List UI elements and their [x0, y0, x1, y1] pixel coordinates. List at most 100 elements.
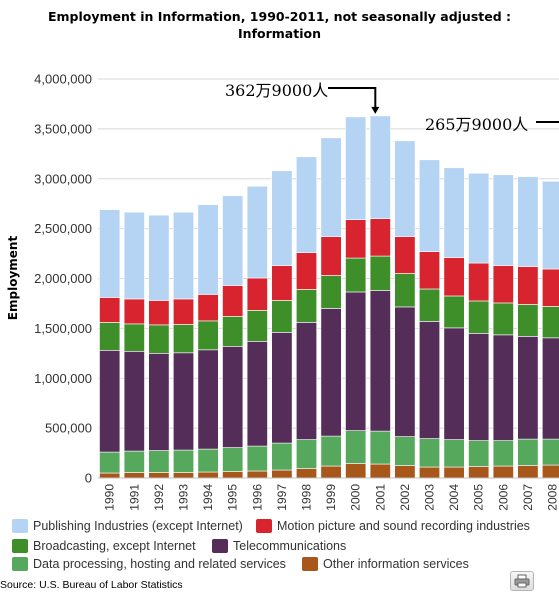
bar-segment[interactable]: [123, 351, 145, 452]
bar-segment[interactable]: [492, 440, 514, 467]
bar-segment[interactable]: [345, 463, 367, 479]
bar-segment[interactable]: [222, 195, 244, 286]
bar-segment[interactable]: [345, 116, 367, 220]
bar-segment[interactable]: [517, 304, 539, 337]
bar-segment[interactable]: [443, 167, 465, 258]
bar-segment[interactable]: [173, 472, 195, 479]
bar-segment[interactable]: [295, 289, 317, 323]
bar-segment[interactable]: [394, 306, 416, 437]
bar-segment[interactable]: [468, 440, 490, 467]
bar-segment[interactable]: [369, 463, 391, 479]
bar-segment[interactable]: [173, 352, 195, 451]
bar-segment[interactable]: [541, 464, 559, 479]
bar-segment[interactable]: [418, 321, 440, 439]
legend-item[interactable]: Publishing Industries (except Internet): [12, 518, 243, 534]
bar-segment[interactable]: [173, 449, 195, 473]
bar-segment[interactable]: [468, 333, 490, 441]
bar-segment[interactable]: [418, 438, 440, 468]
bar-segment[interactable]: [345, 291, 367, 431]
bar-segment[interactable]: [222, 447, 244, 472]
bar-segment[interactable]: [123, 323, 145, 352]
bar-segment[interactable]: [468, 466, 490, 479]
bar-segment[interactable]: [246, 445, 268, 472]
bar-segment[interactable]: [394, 436, 416, 466]
legend-item[interactable]: Telecommunications: [212, 538, 346, 554]
bar-segment[interactable]: [369, 430, 391, 465]
bar-segment[interactable]: [394, 236, 416, 274]
bar-segment[interactable]: [197, 448, 219, 473]
bar-segment[interactable]: [173, 211, 195, 300]
bar-segment[interactable]: [99, 322, 121, 351]
bar-segment[interactable]: [222, 346, 244, 448]
bar-segment[interactable]: [222, 471, 244, 479]
bar-segment[interactable]: [295, 322, 317, 440]
bar-segment[interactable]: [148, 472, 170, 479]
bar-segment[interactable]: [320, 465, 342, 479]
bar-segment[interactable]: [173, 298, 195, 325]
bar-segment[interactable]: [517, 176, 539, 267]
bar-segment[interactable]: [148, 450, 170, 473]
bar-segment[interactable]: [468, 300, 490, 334]
bar-segment[interactable]: [418, 288, 440, 322]
bar-segment[interactable]: [123, 298, 145, 325]
bar-segment[interactable]: [271, 170, 293, 266]
bar-segment[interactable]: [148, 324, 170, 354]
bar-segment[interactable]: [345, 430, 367, 464]
bar-segment[interactable]: [492, 302, 514, 336]
bar-segment[interactable]: [123, 211, 145, 300]
bar-segment[interactable]: [541, 438, 559, 466]
bar-segment[interactable]: [345, 219, 367, 259]
bar-segment[interactable]: [517, 465, 539, 479]
bar-segment[interactable]: [197, 294, 219, 322]
bar-segment[interactable]: [148, 300, 170, 326]
bar-segment[interactable]: [468, 172, 490, 264]
bar-segment[interactable]: [443, 466, 465, 479]
bar-segment[interactable]: [517, 438, 539, 466]
bar-segment[interactable]: [345, 257, 367, 293]
bar-segment[interactable]: [271, 300, 293, 333]
bar-segment[interactable]: [468, 262, 490, 302]
print-button[interactable]: [510, 571, 534, 591]
bar-segment[interactable]: [394, 273, 416, 308]
bar-segment[interactable]: [246, 185, 268, 279]
bar-segment[interactable]: [320, 137, 342, 237]
bar-segment[interactable]: [492, 334, 514, 441]
bar-segment[interactable]: [320, 308, 342, 437]
bar-segment[interactable]: [320, 275, 342, 309]
bar-segment[interactable]: [369, 290, 391, 432]
bar-segment[interactable]: [517, 336, 539, 440]
bar-segment[interactable]: [443, 327, 465, 440]
bar-segment[interactable]: [492, 174, 514, 266]
bar-segment[interactable]: [541, 268, 559, 307]
bar-segment[interactable]: [246, 310, 268, 342]
bar-segment[interactable]: [492, 265, 514, 304]
bar-segment[interactable]: [517, 266, 539, 305]
bar-segment[interactable]: [295, 252, 317, 290]
bar-segment[interactable]: [99, 209, 121, 298]
bar-segment[interactable]: [369, 218, 391, 257]
bar-segment[interactable]: [123, 450, 145, 473]
legend-item[interactable]: Other information services: [302, 556, 469, 572]
bar-segment[interactable]: [123, 472, 145, 479]
bar-segment[interactable]: [99, 451, 121, 474]
legend-item[interactable]: Motion picture and sound recording indus…: [256, 518, 530, 534]
bar-segment[interactable]: [369, 255, 391, 291]
bar-segment[interactable]: [197, 204, 219, 295]
bar-segment[interactable]: [246, 277, 268, 311]
bar-segment[interactable]: [418, 251, 440, 290]
bar-segment[interactable]: [492, 465, 514, 479]
bar-segment[interactable]: [418, 159, 440, 252]
bar-segment[interactable]: [222, 316, 244, 347]
legend-item[interactable]: Data processing, hosting and related ser…: [12, 556, 286, 572]
bar-segment[interactable]: [222, 285, 244, 317]
bar-segment[interactable]: [271, 265, 293, 301]
bar-segment[interactable]: [99, 297, 121, 323]
bar-segment[interactable]: [173, 324, 195, 354]
bar-segment[interactable]: [443, 295, 465, 329]
bar-segment[interactable]: [394, 465, 416, 479]
bar-segment[interactable]: [271, 332, 293, 444]
bar-segment[interactable]: [271, 442, 293, 471]
legend-item[interactable]: Broadcasting, except Internet: [12, 538, 196, 554]
bar-segment[interactable]: [541, 306, 559, 339]
bar-segment[interactable]: [271, 469, 293, 479]
